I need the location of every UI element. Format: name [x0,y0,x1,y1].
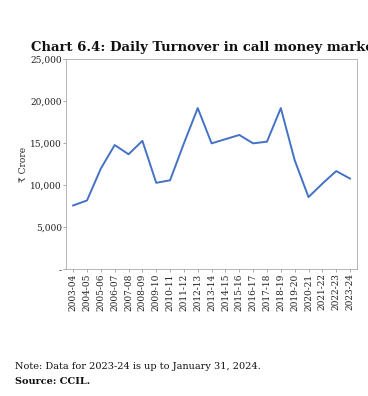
Y-axis label: ₹ Crore: ₹ Crore [18,147,28,182]
Text: Note: Data for 2023-24 is up to January 31, 2024.: Note: Data for 2023-24 is up to January … [15,362,261,371]
Text: Source: CCIL.: Source: CCIL. [15,377,90,386]
Text: Chart 6.4: Daily Turnover in call money market: Chart 6.4: Daily Turnover in call money … [31,41,368,54]
